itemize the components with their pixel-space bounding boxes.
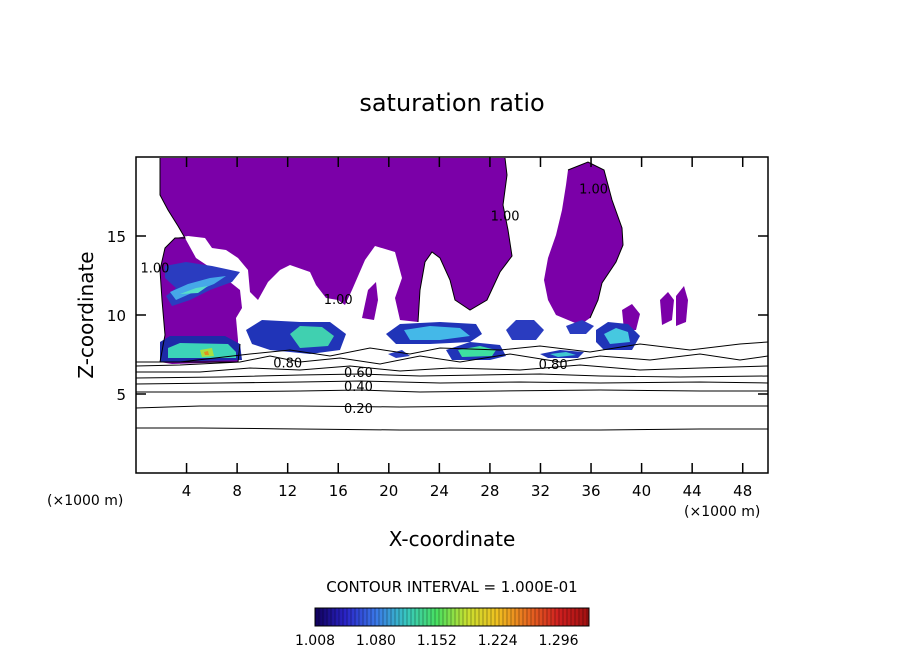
colorbar-stripes — [314, 608, 588, 626]
contour-edge-left — [159, 158, 186, 271]
contour-label: 0.80 — [539, 358, 568, 373]
x-tick-label: 8 — [232, 482, 242, 500]
supersat-blob-9 — [566, 320, 594, 334]
supersat-blob-5 — [506, 320, 544, 340]
contour-label: 0.20 — [344, 402, 373, 417]
contour-label: 1.00 — [579, 183, 608, 198]
x-tick-label: 20 — [379, 482, 398, 500]
colorbar-tick-label: 1.008 — [295, 633, 335, 649]
y-tick-label: 5 — [116, 386, 126, 404]
x-unit-left: (×1000 m) — [47, 493, 123, 509]
x-axis-title: X-coordinate — [389, 527, 516, 551]
contour-edge-main — [417, 157, 513, 323]
contour-line-020 — [136, 427, 768, 431]
x-unit-right: (×1000 m) — [684, 504, 760, 520]
colorbar-tick-label: 1.080 — [356, 633, 396, 649]
x-tick-label: 16 — [329, 482, 348, 500]
contour-line-070 — [136, 364, 768, 373]
x-tick-label: 40 — [632, 482, 651, 500]
saturated-patch-d — [622, 304, 640, 330]
y-tick-label: 15 — [107, 228, 126, 246]
contour-label: 1.00 — [324, 293, 353, 308]
y-tick-label: 10 — [107, 307, 126, 325]
contour-line-050 — [136, 380, 768, 385]
x-tick-label: 44 — [683, 482, 702, 500]
supersat-blob-2-core — [290, 326, 334, 348]
supersat-blob-6-core — [550, 352, 576, 357]
contour-line-060 — [136, 373, 768, 379]
x-axis-ticks: 4 8 12 16 20 24 28 32 36 40 44 48 — [182, 157, 752, 500]
contour-edge-plume — [567, 161, 624, 319]
supersat-blob-3-core — [404, 326, 470, 340]
saturated-plume-right — [544, 162, 623, 325]
saturated-patch-c — [676, 286, 688, 326]
x-tick-label: 4 — [182, 482, 192, 500]
supersat-streak-core2 — [180, 286, 208, 294]
supersat-blob-8 — [388, 350, 410, 358]
contour-line-090 — [136, 341, 768, 363]
contour-label: 0.60 — [344, 366, 373, 381]
saturated-patch-b — [660, 292, 674, 325]
colorbar-tick-label: 1.152 — [417, 633, 457, 649]
x-tick-label: 36 — [581, 482, 600, 500]
supersat-blob-1-peak — [204, 351, 209, 355]
saturated-patch-a — [362, 282, 378, 320]
saturated-region — [160, 158, 512, 364]
colorbar-tick-label: 1.224 — [478, 633, 518, 649]
contour-label: 0.40 — [344, 380, 373, 395]
x-tick-label: 48 — [733, 482, 752, 500]
contour-label: 0.80 — [273, 356, 302, 371]
contour-line-100 — [159, 269, 241, 363]
contour-label: 1.00 — [491, 209, 520, 224]
y-axis-title: Z-coordinate — [74, 251, 98, 378]
x-tick-label: 28 — [480, 482, 499, 500]
contour-interval-label: CONTOUR INTERVAL = 1.000E-01 — [326, 578, 577, 596]
colorbar-tick-label: 1.296 — [539, 633, 579, 649]
chart-title: saturation ratio — [359, 89, 544, 117]
x-tick-label: 24 — [430, 482, 449, 500]
colorbar-ticks: 1.008 1.080 1.152 1.224 1.296 — [295, 633, 579, 649]
contour-line-040 — [136, 389, 768, 393]
contour-labels: 0.20 0.400.60 0.80 0.80 1.00 1.00 1.00 1.00 — [140, 183, 608, 418]
y-axis-ticks: 5 10 15 — [107, 228, 768, 404]
contour-label: 1.00 — [140, 262, 169, 277]
colorbar — [314, 607, 590, 627]
contour-lines — [136, 157, 768, 431]
contour-line-030 — [136, 405, 768, 409]
supersat-blob-7-core — [604, 328, 630, 344]
contour-line-080 — [136, 353, 768, 367]
x-tick-label: 12 — [278, 482, 297, 500]
x-tick-label: 32 — [531, 482, 550, 500]
plot-area — [136, 157, 768, 431]
